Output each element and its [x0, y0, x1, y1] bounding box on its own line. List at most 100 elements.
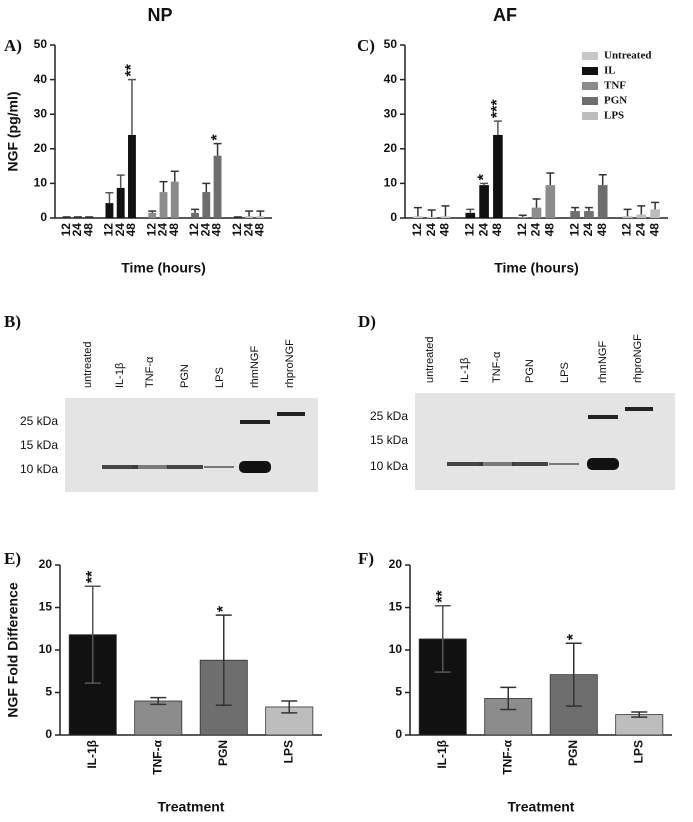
lane-label: rhmNGF: [597, 341, 609, 383]
error-bar: [427, 209, 436, 217]
x-tick-label: 24: [633, 223, 647, 237]
band: [204, 466, 234, 468]
lane-label: PGN: [524, 359, 536, 383]
lane-label: IL-1β: [459, 358, 471, 383]
x-tick-label: 12: [567, 223, 581, 237]
significance: **: [434, 590, 451, 603]
band: [549, 463, 579, 465]
x-tick-label: 12: [144, 223, 158, 237]
error-bar: [441, 205, 450, 217]
error-bar: [532, 198, 541, 208]
error-bar: [256, 210, 265, 217]
error-bar: [493, 120, 502, 135]
error-bar: [598, 174, 607, 186]
x-tick-label: 48: [647, 223, 661, 237]
legend-label: LPS: [604, 110, 624, 122]
error-bar: [245, 210, 254, 217]
significance: *: [215, 605, 232, 612]
x-tick-label: IL-1β: [85, 740, 99, 769]
lane-label: TNF-α: [491, 351, 503, 383]
x-tick-label: 48: [124, 223, 138, 237]
lane-label: rhproNGF: [632, 334, 644, 383]
bar: [545, 185, 556, 218]
y-tick-label: 0: [395, 727, 402, 741]
bar: [650, 209, 660, 218]
x-tick-label: 12: [102, 223, 116, 237]
y-tick-label: 40: [34, 72, 48, 86]
significance: *: [565, 633, 582, 640]
lane-label: rhmNGF: [249, 346, 261, 388]
band: [102, 465, 138, 469]
lane-label: LPS: [214, 367, 226, 388]
panel-letter: B): [4, 312, 21, 331]
panel-letter: E): [4, 549, 21, 568]
x-tick-label: 12: [515, 223, 529, 237]
y-tick-label: 5: [395, 685, 402, 699]
y-tick-label: 5: [45, 685, 52, 699]
legend-swatch: [582, 82, 598, 90]
bar: [245, 216, 254, 218]
x-tick-label: 48: [490, 223, 504, 237]
bar: [116, 187, 125, 218]
error-bar: [213, 142, 222, 156]
error-bar: [623, 208, 632, 217]
x-tick-label: 24: [581, 223, 595, 237]
error-bar: [565, 642, 582, 707]
band: [447, 462, 483, 466]
x-tick-label: 48: [542, 223, 556, 237]
blot: [65, 398, 318, 492]
marker-label: 25 kDa: [370, 409, 408, 423]
significance: **: [84, 570, 101, 583]
x-tick-label: 24: [424, 223, 438, 237]
chart-title: NP: [147, 5, 172, 25]
error-bar: [480, 182, 489, 186]
legend-label: PGN: [604, 95, 627, 107]
error-bar: [413, 206, 422, 217]
x-tick-label: 48: [210, 223, 224, 237]
x-tick-label: 24: [113, 223, 127, 237]
band: [132, 465, 168, 469]
error-bar: [159, 180, 168, 193]
marker-label: 25 kDa: [20, 414, 58, 428]
marker-label: 10 kDa: [20, 462, 58, 476]
error-bar: [546, 172, 555, 186]
x-tick-label: 12: [410, 223, 424, 237]
legend-label: IL: [604, 65, 616, 77]
x-tick-label: LPS: [281, 740, 295, 763]
error-bar: [202, 182, 211, 193]
lane-label: rhproNGF: [284, 339, 296, 388]
error-bar: [150, 696, 167, 706]
x-tick-label: 12: [59, 223, 73, 237]
band: [588, 415, 618, 419]
x-tick-label: 24: [476, 223, 490, 237]
panel-letter: D): [358, 312, 376, 331]
x-tick-label: 24: [529, 223, 543, 237]
bar: [597, 185, 608, 218]
legend-label: Untreated: [604, 50, 651, 62]
panel-letter: F): [358, 549, 374, 568]
bar: [465, 212, 476, 218]
y-tick-label: 10: [39, 642, 53, 656]
y-axis-label: NGF (pg/ml): [5, 91, 21, 171]
bar: [105, 203, 114, 218]
band: [625, 407, 653, 411]
band: [512, 462, 548, 466]
bar: [517, 216, 528, 218]
error-bar: [651, 201, 660, 210]
legend-label: TNF: [604, 80, 626, 92]
bar: [213, 155, 222, 218]
x-tick-label: 24: [156, 223, 170, 237]
error-bar: [434, 605, 451, 673]
y-tick-label: 50: [384, 37, 398, 51]
y-tick-label: 0: [40, 210, 47, 224]
bar: [128, 134, 136, 218]
lane-label: untreated: [82, 342, 94, 388]
x-tick-label: 48: [595, 223, 609, 237]
error-bar: [281, 700, 298, 714]
lane-label: LPS: [559, 362, 571, 383]
x-tick-label: TNF-α: [500, 739, 514, 774]
error-bar: [84, 585, 101, 684]
legend-swatch: [582, 67, 598, 75]
band: [167, 465, 203, 469]
